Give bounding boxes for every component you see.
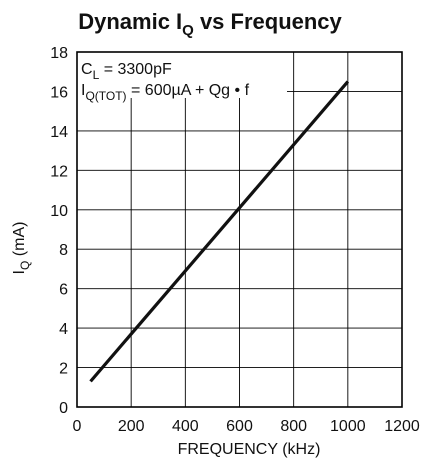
x-tick-label: 0	[73, 418, 82, 435]
y-tick-label: 0	[59, 400, 68, 417]
y-axis-label: IQ (mA)	[11, 222, 32, 275]
y-tick-label: 10	[50, 203, 68, 220]
tick-labels: 0 200 400 600 800 1000 1200 0 2 4 6 8 10 12 14 16 18	[50, 45, 420, 435]
x-tick-label: 200	[118, 418, 145, 435]
y-tick-label: 8	[59, 242, 68, 259]
x-tick-label: 1000	[330, 418, 366, 435]
grid-lines	[77, 52, 402, 407]
annotation-total-current-formula: IQ(TOT) = 600µA + Qg • f	[81, 82, 250, 103]
y-tick-label: 14	[50, 124, 68, 141]
y-tick-label: 16	[50, 84, 68, 101]
y-tick-label: 2	[59, 361, 68, 378]
x-tick-label: 800	[280, 418, 307, 435]
y-tick-label: 18	[50, 45, 68, 62]
series-line	[89, 80, 350, 383]
annotation-background	[77, 52, 287, 98]
annotation-load-capacitance: CL = 3300pF	[81, 61, 172, 82]
x-tick-label: 1200	[384, 418, 420, 435]
x-axis-label: FREQUENCY (kHz)	[178, 441, 321, 458]
chart-title: Dynamic IQ vs Frequency	[78, 9, 342, 39]
y-tick-label: 12	[50, 163, 68, 180]
x-tick-label: 600	[226, 418, 253, 435]
series-layer	[89, 80, 350, 383]
y-tick-label: 4	[59, 321, 68, 338]
plot-frame	[76, 51, 403, 408]
x-tick-label: 400	[172, 418, 199, 435]
y-tick-label: 6	[59, 282, 68, 299]
